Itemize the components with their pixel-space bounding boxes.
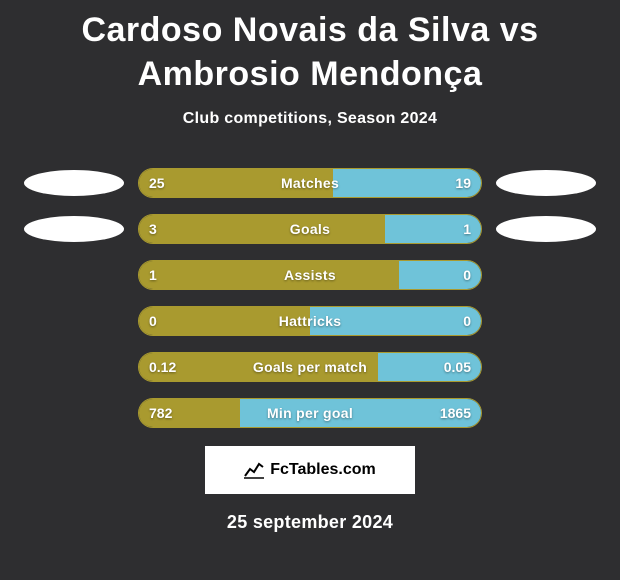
- comparison-subtitle: Club competitions, Season 2024: [0, 110, 620, 128]
- stat-value-right: 0: [463, 307, 471, 335]
- stat-label: Goals per match: [139, 353, 481, 381]
- stat-value-left: 3: [149, 215, 157, 243]
- stat-label: Hattricks: [139, 307, 481, 335]
- stat-value-right: 1: [463, 215, 471, 243]
- stat-label: Assists: [139, 261, 481, 289]
- player-oval-right: [496, 170, 596, 196]
- stat-value-right: 1865: [440, 399, 471, 427]
- stat-row: Hattricks0 0: [0, 306, 620, 336]
- stat-bar: Goals3 1: [138, 214, 482, 244]
- stat-bar: Assists1 0: [138, 260, 482, 290]
- comparison-date: 25 september 2024: [0, 512, 620, 533]
- stat-row: Matches25 19: [0, 168, 620, 198]
- player-oval-left: [24, 170, 124, 196]
- stat-value-left: 0: [149, 307, 157, 335]
- stat-value-right: 0: [463, 261, 471, 289]
- stat-value-left: 782: [149, 399, 172, 427]
- stat-value-left: 0.12: [149, 353, 176, 381]
- stat-label: Matches: [139, 169, 481, 197]
- stat-bar: Matches25 19: [138, 168, 482, 198]
- chart-logo-icon: [244, 461, 264, 479]
- player-oval-right: [496, 216, 596, 242]
- brand-text: FcTables.com: [270, 461, 376, 479]
- stat-row: Goals3 1: [0, 214, 620, 244]
- player-oval-left: [24, 216, 124, 242]
- brand-footer: FcTables.com: [205, 446, 415, 494]
- stat-bar: Min per goal782 1865: [138, 398, 482, 428]
- comparison-title: Cardoso Novais da Silva vs Ambrosio Mend…: [0, 0, 620, 96]
- stat-value-left: 1: [149, 261, 157, 289]
- stat-bar: Goals per match0.12 0.05: [138, 352, 482, 382]
- stat-value-left: 25: [149, 169, 165, 197]
- stat-label: Min per goal: [139, 399, 481, 427]
- stat-label: Goals: [139, 215, 481, 243]
- stat-value-right: 19: [455, 169, 471, 197]
- stats-container: Matches2519Goals31Assists10Hattricks00Go…: [0, 168, 620, 428]
- stat-row: Assists1 0: [0, 260, 620, 290]
- stat-value-right: 0.05: [444, 353, 471, 381]
- stat-row: Min per goal782 1865: [0, 398, 620, 428]
- stat-row: Goals per match0.12 0.05: [0, 352, 620, 382]
- stat-bar: Hattricks0 0: [138, 306, 482, 336]
